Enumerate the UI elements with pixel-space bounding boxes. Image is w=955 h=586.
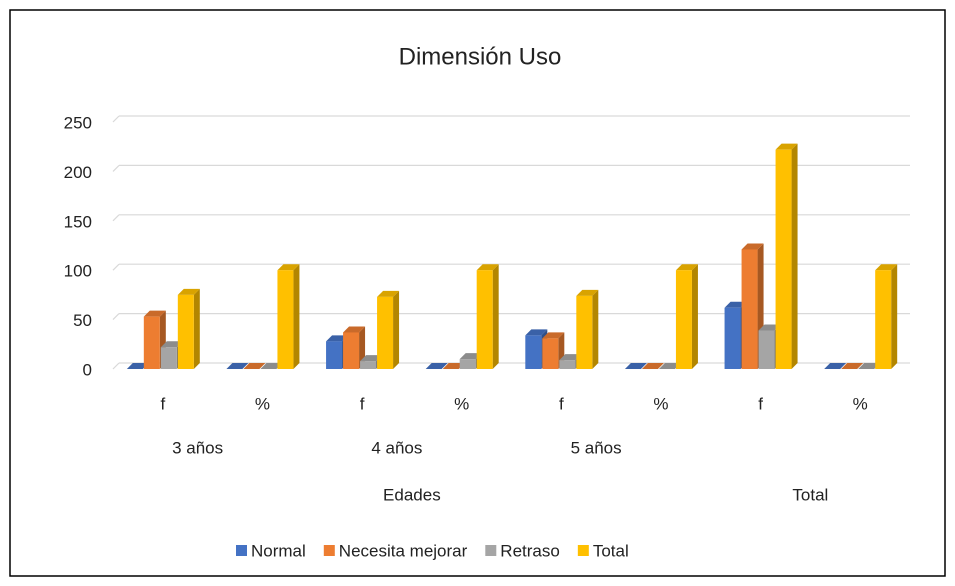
bar-top (858, 363, 881, 369)
x-tick-label: % (454, 394, 469, 413)
bar-top (875, 264, 898, 271)
bar-top (143, 310, 166, 317)
x-tick-label: f (160, 394, 165, 413)
grid-depth (112, 362, 120, 370)
bar-top (377, 290, 400, 297)
bar-top (126, 363, 149, 369)
bar (160, 347, 177, 369)
group-label: 5 años (571, 438, 622, 457)
legend-label: Necesita mejorar (339, 541, 468, 560)
bar (875, 270, 892, 369)
grid-depth (112, 115, 120, 123)
bar (576, 295, 593, 369)
bar-top (576, 289, 599, 296)
bar-top (675, 264, 698, 271)
bar-top (641, 363, 664, 369)
bar (724, 307, 741, 369)
group-label: 3 años (172, 438, 223, 457)
bar-top (326, 335, 349, 342)
x-tick-label: f (360, 394, 365, 413)
bar (360, 361, 377, 369)
bar-top (277, 264, 300, 271)
bar-top (775, 143, 798, 150)
bar-side (891, 264, 898, 369)
outer-group-label: Edades (383, 485, 441, 504)
bar-top (260, 363, 283, 369)
bar-side (592, 289, 599, 369)
bar-side (791, 143, 798, 369)
bar (459, 359, 476, 369)
y-tick-label: 250 (64, 113, 92, 132)
bar-side (691, 264, 698, 369)
legend-swatch (323, 545, 335, 556)
legend-label: Retraso (500, 541, 560, 560)
bar-top (360, 355, 383, 362)
bar-top (243, 363, 266, 369)
legend-swatch (577, 545, 589, 556)
bar (542, 338, 559, 369)
bar (326, 341, 343, 369)
grid-depth (112, 214, 120, 222)
bar (525, 335, 542, 369)
bar-top (724, 301, 747, 308)
bar-side (293, 264, 300, 369)
bar-side (492, 264, 499, 369)
bar-top (542, 332, 565, 339)
bar-top (476, 264, 499, 271)
bar-top (658, 363, 681, 369)
bar-top (624, 363, 647, 369)
bar (177, 294, 194, 369)
bar-top (160, 341, 183, 348)
y-tick-label: 0 (83, 360, 92, 379)
grid-depth (112, 263, 120, 271)
grid-depth (112, 313, 120, 321)
bar (277, 270, 294, 369)
bar-top (841, 363, 864, 369)
bar-side (393, 290, 400, 369)
legend-label: Total (593, 541, 629, 560)
outer-group-label: Total (792, 485, 828, 504)
bar (559, 360, 576, 369)
x-tick-label: % (653, 394, 668, 413)
x-tick-label: f (758, 394, 763, 413)
bar-top (758, 324, 781, 331)
bar (775, 149, 792, 369)
x-tick-label: % (255, 394, 270, 413)
legend-swatch (236, 545, 247, 556)
bar-top (177, 288, 200, 295)
bar-top (559, 354, 582, 361)
bar (143, 316, 160, 369)
bar (343, 332, 360, 369)
bar (758, 330, 775, 369)
bar-side (193, 288, 200, 369)
bar-top (824, 363, 847, 369)
y-tick-label: 100 (64, 262, 92, 281)
bar (476, 270, 493, 369)
bar-top (343, 326, 366, 333)
y-tick-label: 150 (64, 212, 92, 231)
bar (675, 270, 692, 369)
group-label: 4 años (371, 438, 422, 457)
bar-top (525, 329, 548, 336)
y-tick-label: 50 (73, 311, 92, 330)
bar-top (741, 243, 764, 250)
bar-top (425, 363, 448, 369)
grid-depth (112, 164, 120, 172)
legend-label: Normal (251, 541, 306, 560)
bar (741, 249, 758, 369)
legend-swatch (485, 545, 497, 556)
x-tick-label: f (559, 394, 564, 413)
bar-top (226, 363, 249, 369)
chart-title: Dimensión Uso (399, 43, 562, 70)
bar-top (459, 353, 482, 360)
x-tick-label: % (853, 394, 868, 413)
bar (377, 296, 394, 369)
y-tick-label: 200 (64, 163, 92, 182)
bar-top (442, 363, 465, 369)
